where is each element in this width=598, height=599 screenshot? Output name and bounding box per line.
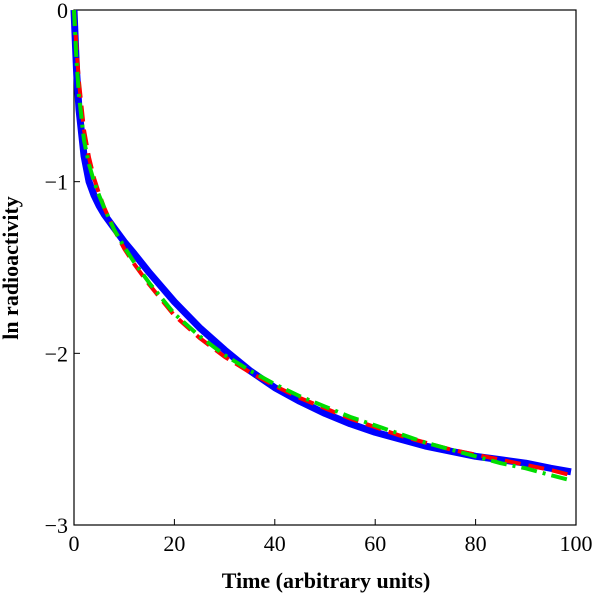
- x-tick-label: 100: [560, 531, 593, 556]
- series-group: [70, 9, 572, 483]
- y-tick-label: 0: [57, 0, 68, 23]
- x-axis-title: Time (arbitrary units): [222, 568, 431, 593]
- y-tick-label: −3: [45, 513, 68, 538]
- x-tick-label: 60: [364, 531, 386, 556]
- axis-ticks: 0 20 40 60 80 100 0 −1 −2 −3: [45, 0, 593, 556]
- x-tick-label: 20: [163, 531, 185, 556]
- x-tick-label: 80: [465, 531, 487, 556]
- plot-frame: [73, 9, 577, 526]
- y-tick-label: −2: [45, 341, 68, 366]
- y-axis-title: ln radioactivity: [0, 196, 23, 340]
- y-tick-label: −1: [45, 170, 68, 195]
- x-tick-label: 40: [264, 531, 286, 556]
- x-tick-label: 0: [69, 531, 80, 556]
- series-line-3: [72, 9, 572, 483]
